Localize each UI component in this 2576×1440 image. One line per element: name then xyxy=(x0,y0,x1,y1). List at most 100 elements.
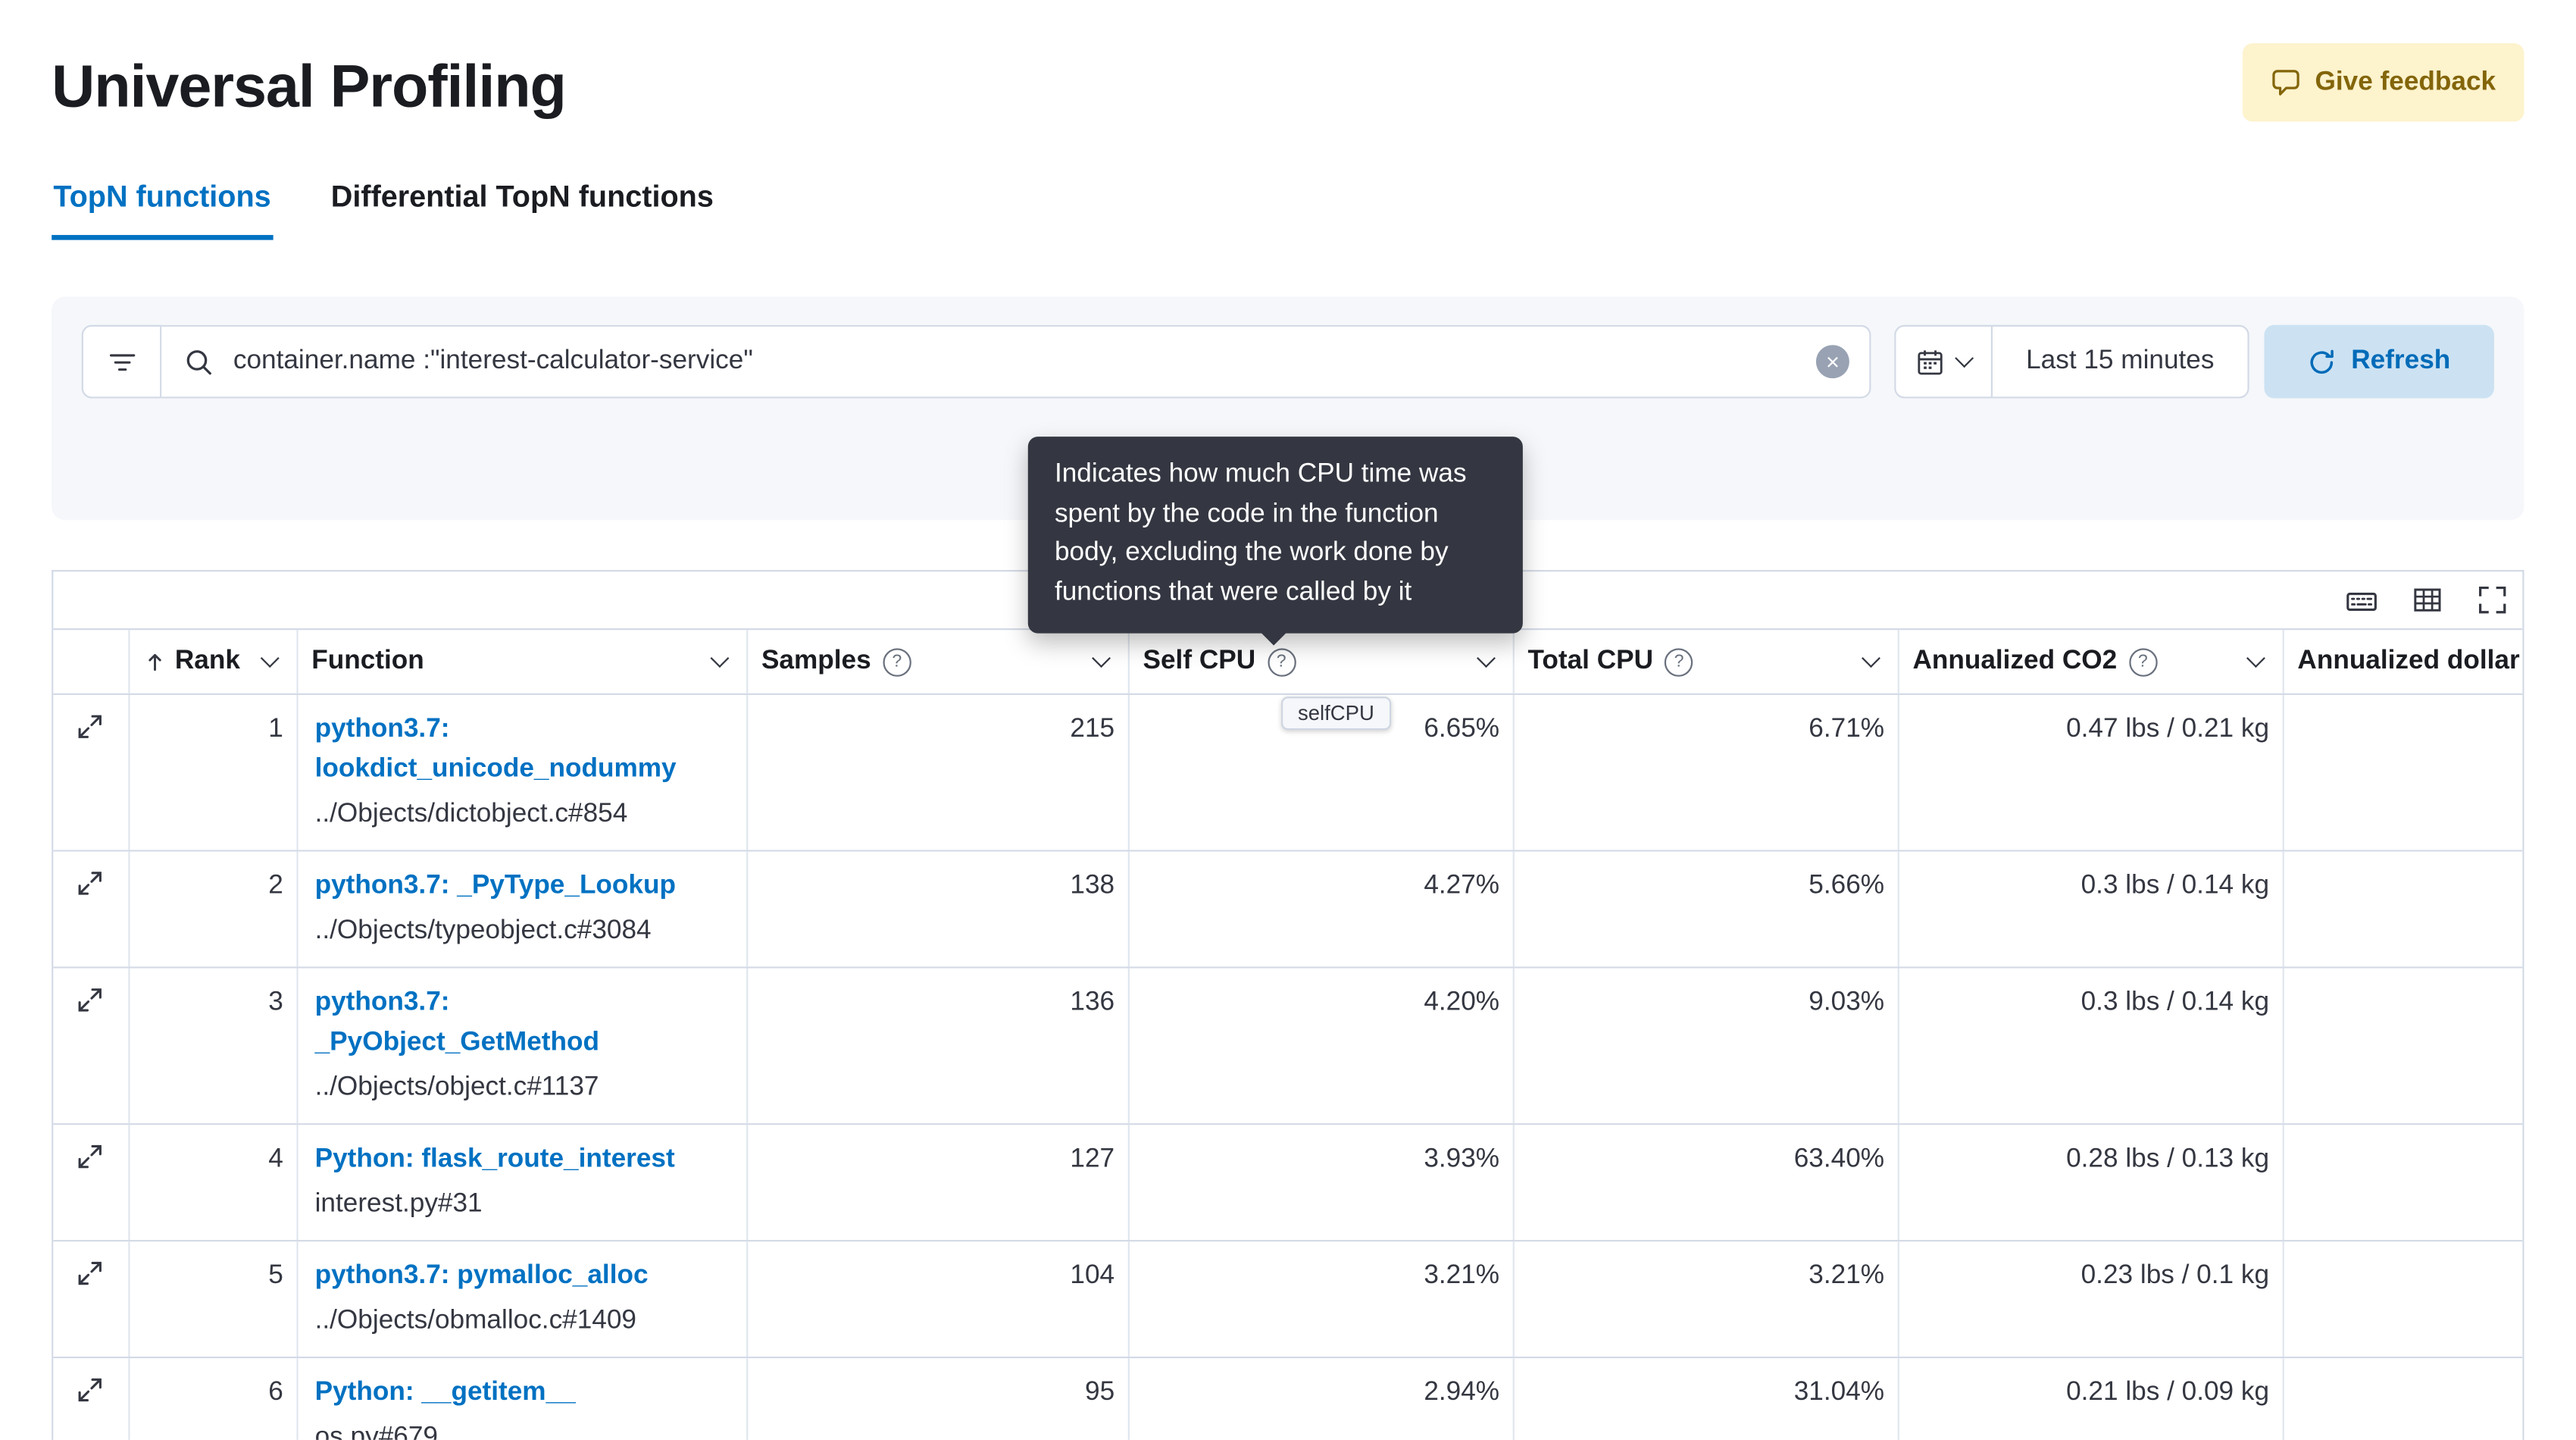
total-cpu-cell: 31.04% xyxy=(1515,1358,1899,1440)
search-panel: × Last 15 minutes Refresh xyxy=(52,296,2524,521)
expand-row-button[interactable] xyxy=(77,1376,103,1403)
filter-button[interactable] xyxy=(81,324,162,399)
total-cpu-column-menu-button[interactable] xyxy=(1851,649,1880,668)
help-icon[interactable]: ? xyxy=(2128,647,2158,676)
self-cpu-cell: 3.21% xyxy=(1130,1241,1515,1357)
function-file: ../Objects/typeobject.c#3084 xyxy=(314,916,652,945)
expand-row-button[interactable] xyxy=(77,713,103,740)
keyboard-shortcuts-icon[interactable] xyxy=(2346,584,2377,616)
rank-cell: 4 xyxy=(130,1125,299,1241)
total-cpu-cell: 5.66% xyxy=(1515,851,1899,967)
help-icon[interactable]: ? xyxy=(1665,647,1693,676)
query-input[interactable] xyxy=(230,345,1800,379)
sort-ascending-icon xyxy=(143,650,167,674)
samples-column-header[interactable]: Samples ? xyxy=(748,630,1130,693)
self-cpu-cell: 4.20% xyxy=(1130,968,1515,1124)
date-quick-select-button[interactable] xyxy=(1896,327,1993,397)
help-icon[interactable]: ? xyxy=(1267,647,1296,676)
refresh-icon xyxy=(2308,347,2336,375)
self-cpu-tooltip-text: Indicates how much CPU time was spent by… xyxy=(1054,459,1467,606)
rank-cell: 1 xyxy=(130,694,299,850)
rank-column-header[interactable]: Rank xyxy=(130,630,299,693)
function-link[interactable]: Python: flask_route_interest xyxy=(314,1144,675,1174)
expand-row-button[interactable] xyxy=(77,870,103,897)
topn-functions-grid: Rank Function Samples ? Self CPU ? xyxy=(52,570,2524,1440)
filter-icon xyxy=(108,347,136,375)
function-file: interest.py#31 xyxy=(314,1190,483,1219)
dollar-cost-cell xyxy=(2284,1358,2522,1440)
self-cpu-column-header[interactable]: Self CPU ? xyxy=(1130,630,1515,693)
page-header: Universal Profiling Give feedback xyxy=(52,43,2524,130)
rank-header-label: Rank xyxy=(174,646,240,675)
tab-topn-functions[interactable]: TopN functions xyxy=(52,180,273,240)
total-cpu-column-header[interactable]: Total CPU ? xyxy=(1515,630,1899,693)
chevron-down-icon xyxy=(2246,649,2265,668)
expand-row-icon xyxy=(78,715,102,738)
rank-cell: 6 xyxy=(130,1358,299,1440)
rank-column-menu-button[interactable] xyxy=(250,649,280,668)
function-link[interactable]: Python: __getitem__ xyxy=(314,1378,576,1407)
samples-column-menu-button[interactable] xyxy=(1081,649,1111,668)
search-box: × xyxy=(161,324,1871,399)
function-file: ../Objects/obmalloc.c#1409 xyxy=(314,1307,637,1335)
give-feedback-label: Give feedback xyxy=(2315,67,2496,96)
co2-cell: 0.3 lbs / 0.14 kg xyxy=(1899,851,2284,967)
co2-cell: 0.3 lbs / 0.14 kg xyxy=(1899,968,2284,1124)
function-link[interactable]: python3.7: _PyObject_GetMethod xyxy=(314,988,599,1057)
co2-column-header[interactable]: Annualized CO2 ? xyxy=(1899,630,2284,693)
function-header-label: Function xyxy=(311,646,424,675)
table-row: 2 python3.7: _PyType_Lookup ../Objects/t… xyxy=(53,851,2523,969)
tab-differential-topn-functions[interactable]: Differential TopN functions xyxy=(330,180,714,214)
dollar-cost-cell xyxy=(2284,1125,2522,1240)
search-controls: × Last 15 minutes Refresh xyxy=(81,324,2494,399)
expand-cell xyxy=(53,694,130,850)
expand-row-button[interactable] xyxy=(77,1260,103,1286)
samples-cell: 138 xyxy=(748,851,1130,967)
tabs: TopN functions Differential TopN functio… xyxy=(52,180,2524,240)
self-cpu-column-menu-button[interactable] xyxy=(1466,649,1496,668)
dollar-cost-column-header[interactable]: Annualized dollar cost xyxy=(2284,630,2522,693)
function-cell: python3.7: lookdict_unicode_nodummy ../O… xyxy=(299,694,749,850)
dollar-cost-cell xyxy=(2284,969,2522,1124)
function-column-menu-button[interactable] xyxy=(700,649,730,668)
fullscreen-icon[interactable] xyxy=(2478,585,2508,615)
function-cell: python3.7: _PyType_Lookup ../Objects/typ… xyxy=(299,851,749,967)
total-cpu-header-label: Total CPU xyxy=(1527,646,1653,675)
give-feedback-button[interactable]: Give feedback xyxy=(2241,43,2524,122)
samples-cell: 215 xyxy=(748,694,1130,850)
expand-row-button[interactable] xyxy=(77,987,103,1013)
help-icon[interactable]: ? xyxy=(883,647,911,676)
table-row: 4 Python: flask_route_interest interest.… xyxy=(53,1125,2523,1242)
co2-cell: 0.23 lbs / 0.1 kg xyxy=(1899,1241,2284,1357)
display-options-icon[interactable] xyxy=(2412,585,2443,615)
self-cpu-cell: 3.93% xyxy=(1130,1125,1515,1241)
samples-header-label: Samples xyxy=(761,646,871,675)
rank-cell: 2 xyxy=(130,851,299,967)
expand-row-icon xyxy=(78,1261,102,1285)
function-link[interactable]: python3.7: pymalloc_alloc xyxy=(314,1261,649,1291)
self-cpu-cell: 2.94% xyxy=(1130,1358,1515,1440)
dollar-cost-cell xyxy=(2284,852,2522,967)
function-cell: Python: __getitem__ os.py#679 xyxy=(299,1358,749,1440)
expand-row-icon xyxy=(78,1378,102,1402)
rank-cell: 3 xyxy=(130,968,299,1124)
refresh-button[interactable]: Refresh xyxy=(2264,324,2494,399)
expand-row-button[interactable] xyxy=(77,1144,103,1170)
page-title: Universal Profiling xyxy=(52,52,567,121)
function-column-header[interactable]: Function xyxy=(299,630,749,693)
self-cpu-cell: 6.65% xyxy=(1130,694,1515,850)
function-link[interactable]: python3.7: _PyType_Lookup xyxy=(314,872,676,900)
total-cpu-cell: 63.40% xyxy=(1515,1125,1899,1241)
time-range-display[interactable]: Last 15 minutes xyxy=(2026,346,2215,375)
chevron-down-icon xyxy=(1477,649,1496,668)
samples-cell: 136 xyxy=(748,968,1130,1124)
expand-cell xyxy=(53,968,130,1124)
total-cpu-cell: 6.71% xyxy=(1515,694,1899,850)
clear-query-icon[interactable]: × xyxy=(1816,345,1849,379)
samples-cell: 95 xyxy=(748,1358,1130,1440)
function-cell: python3.7: _PyObject_GetMethod ../Object… xyxy=(299,968,749,1124)
co2-column-menu-button[interactable] xyxy=(2236,649,2265,668)
function-link[interactable]: python3.7: lookdict_unicode_nodummy xyxy=(314,715,677,784)
chevron-down-icon xyxy=(710,649,730,668)
expand-cell xyxy=(53,851,130,967)
